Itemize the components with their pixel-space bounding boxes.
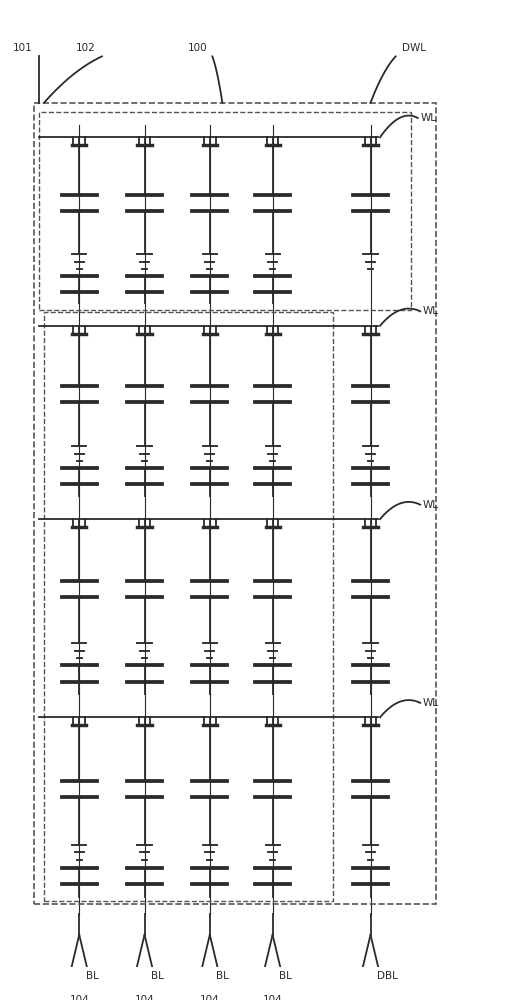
Text: DWL: DWL <box>401 43 426 53</box>
Text: 104: 104 <box>69 995 89 1000</box>
Text: DBL: DBL <box>377 971 398 981</box>
Text: BL: BL <box>151 971 164 981</box>
Text: WL: WL <box>423 500 439 510</box>
Text: 104: 104 <box>200 995 220 1000</box>
Text: BL: BL <box>216 971 229 981</box>
Text: WL: WL <box>420 113 436 123</box>
Text: 100: 100 <box>188 43 207 53</box>
Text: BL: BL <box>279 971 292 981</box>
Text: 104: 104 <box>135 995 155 1000</box>
Text: 102: 102 <box>76 43 96 53</box>
Text: 101: 101 <box>13 43 32 53</box>
Text: BL: BL <box>86 971 98 981</box>
Text: WL: WL <box>423 306 439 316</box>
Text: 104: 104 <box>263 995 282 1000</box>
Text: WL: WL <box>423 698 439 708</box>
